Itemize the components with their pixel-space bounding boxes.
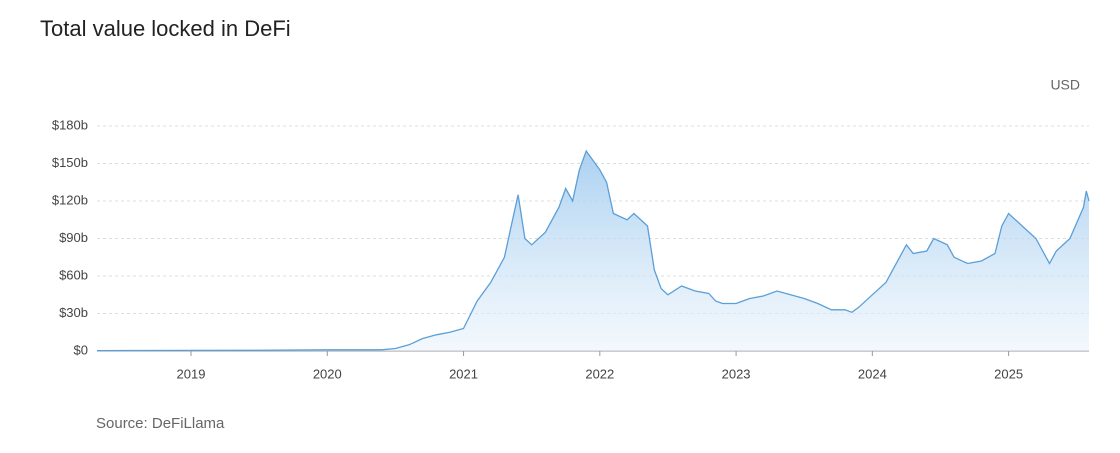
y-tick-label: $150b	[52, 155, 88, 170]
y-tick-label: $0	[74, 342, 88, 357]
unit-label: USD	[1050, 77, 1080, 93]
x-tick-label: 2025	[994, 366, 1023, 381]
y-tick-label: $120b	[52, 192, 88, 207]
y-tick-label: $90b	[59, 230, 88, 245]
line	[96, 149, 1090, 352]
y-tick-label: $30b	[59, 305, 88, 320]
x-tick-label: 2022	[585, 366, 614, 381]
x-tick-label: 2019	[177, 366, 206, 381]
x-tick-label: 2024	[858, 366, 887, 381]
x-tick-label: 2023	[722, 366, 751, 381]
chart-title: Total value locked in DeFi	[40, 16, 291, 41]
area-fill	[97, 151, 1089, 351]
y-tick-label: $60b	[59, 267, 88, 282]
y-tick-label: $180b	[52, 117, 88, 132]
source: Source: DeFiLlama	[96, 415, 225, 432]
x-tick-label: 2021	[449, 366, 478, 381]
x-tick-label: 2020	[313, 366, 342, 381]
